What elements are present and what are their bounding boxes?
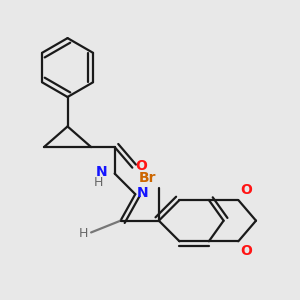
Text: H: H (79, 227, 88, 240)
Text: O: O (240, 183, 252, 197)
Text: O: O (135, 159, 147, 173)
Text: Br: Br (138, 171, 156, 185)
Text: O: O (240, 244, 252, 258)
Text: H: H (94, 176, 103, 189)
Text: N: N (137, 186, 148, 200)
Text: N: N (96, 165, 107, 179)
